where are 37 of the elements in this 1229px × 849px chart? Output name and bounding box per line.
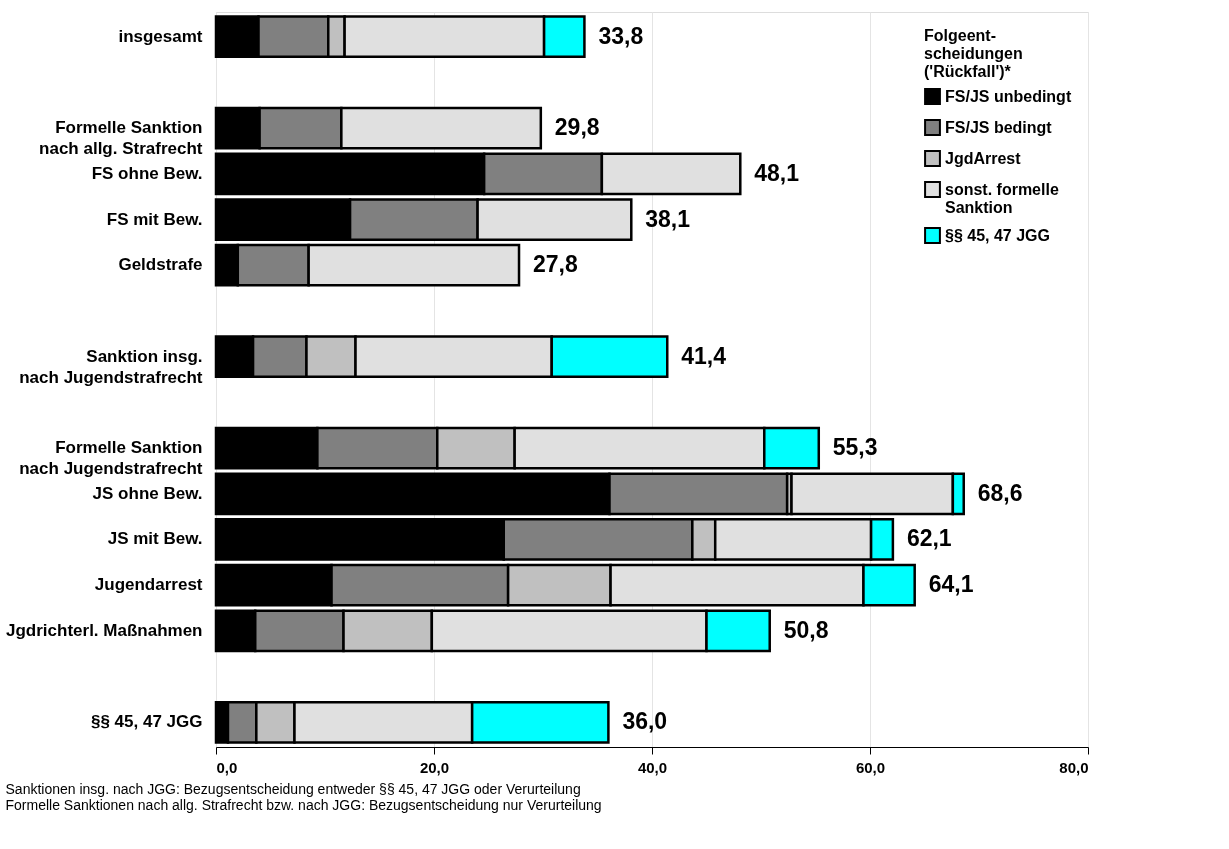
- y-tick-label: Geldstrafe: [118, 255, 203, 275]
- x-tick-label: 20,0: [419, 758, 450, 776]
- y-tick-label: JS mit Bew.: [107, 529, 203, 549]
- legend-label: sonst. formelle Sanktion: [945, 180, 1059, 216]
- y-tick-label: Jugendarrest: [94, 575, 203, 595]
- total-label: 36,0: [622, 708, 668, 735]
- total-label: 38,1: [645, 205, 691, 232]
- y-tick-label: FS ohne Bew.: [91, 163, 203, 183]
- legend-label: §§ 45, 47 JGG: [945, 226, 1050, 244]
- text: Sanktionen insg. nach JGG: Bezugsentscheidung entweder §§ 45, 47 JGG oder Verurteilung: [5, 781, 581, 797]
- total-label: 55,3: [832, 434, 878, 461]
- total-label: 64,1: [928, 571, 974, 598]
- x-tick-label: 40,0: [637, 758, 668, 776]
- y-tick-label: Formelle Sanktion nach Jugendstrafrecht: [19, 438, 203, 479]
- total-label: 48,1: [754, 159, 800, 186]
- legend-label: FS/JS bedingt: [945, 118, 1053, 136]
- x-tick-label: 80,0: [1059, 758, 1089, 776]
- y-tick-label: Sanktion insg. nach Jugendstrafrecht: [19, 346, 203, 387]
- total-label: 29,8: [554, 114, 600, 141]
- total-label: 62,1: [906, 525, 952, 552]
- y-tick-label: insgesamt: [118, 26, 203, 46]
- legend-label: FS/JS unbedingt: [945, 87, 1072, 105]
- y-tick-label: JS ohne Bew.: [92, 483, 203, 503]
- x-tick-label: 0,0: [216, 758, 238, 776]
- y-tick-label: Jgdrichterl. Maßnahmen: [6, 620, 203, 640]
- total-label: 68,6: [977, 479, 1023, 506]
- legend-title: Folgeent- scheidungen ('Rückfall')*: [924, 27, 1023, 80]
- total-label: 41,4: [681, 342, 727, 369]
- total-label: 27,8: [533, 251, 578, 278]
- y-tick-label: Formelle Sanktion nach allg. Strafrecht: [39, 118, 203, 159]
- y-tick-label: §§ 45, 47 JGG: [90, 712, 203, 732]
- legend-label: JgdArrest: [945, 149, 1022, 167]
- text: Formelle Sanktionen nach allg. Strafrecht bzw. nach JGG: Bezugsentscheidung nur Verurteilung: [5, 797, 602, 813]
- x-tick-label: 60,0: [855, 758, 886, 776]
- total-label: 50,8: [783, 616, 829, 643]
- total-label: 33,8: [598, 22, 644, 49]
- y-tick-label: FS mit Bew.: [106, 209, 203, 229]
